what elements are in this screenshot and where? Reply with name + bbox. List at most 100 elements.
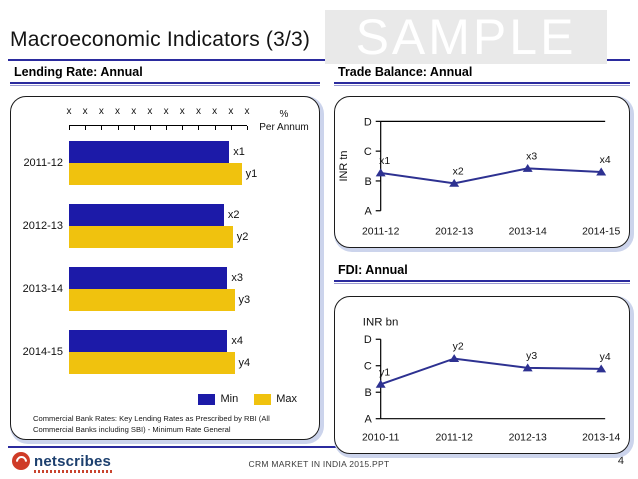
content-columns: Lending Rate: Annual x x x x x x x x x x x x% Per An… [10,64,630,454]
data-point-marker [596,167,607,176]
legend-item: Min [198,393,238,405]
axis-tick-label: x [179,106,185,117]
x-tick-label: 2012-13 [509,433,547,444]
page-title: Macroeconomic Indicators (3/3) [10,28,311,52]
bar-value-label: y4 [238,357,251,369]
right-charts-column: Trade Balance: Annual A B C D INR tn x1 2011-1… [334,64,630,454]
bar [69,352,235,374]
section-header-trade-balance: Trade Balance: Annual [334,64,630,86]
data-point-marker [375,168,386,177]
bar-value-label: x1 [233,146,245,158]
category-label: 2013-14 [22,283,63,295]
trade-balance-line-chart: A B C D INR tn x1 2011-12 x2 2012-13 x3 2013-14 x4 2… [338,116,621,238]
bar-row: y4 [69,352,250,374]
axis-tick-label: x [147,106,153,117]
axis-tick-mark [214,126,216,130]
axis-unit-line1: % [279,109,289,120]
axis-tick-label: x [115,106,121,117]
axis-tick-label: x [228,106,234,117]
bar-row: y3 [69,289,250,311]
data-point-label: y1 [379,367,390,378]
lending-rate-section: Lending Rate: Annual x x x x x x x x x x x x% Per An… [10,64,320,454]
footer-filename: CRM MARKET IN INDIA 2015.PPT [248,459,390,469]
bar [69,204,224,226]
sample-watermark: SAMPLE [325,10,607,64]
bar [69,141,230,163]
bar-row: x4 [69,330,250,352]
axis-tick-label: x [244,106,250,117]
legend-swatch [254,393,272,405]
axis-tick-mark [166,126,168,130]
data-point-label: x4 [600,155,611,166]
x-tick-label: 2013-14 [509,227,547,238]
y-axis-title: INR bn [363,316,399,328]
footer: netscribes CRM MARKET IN INDIA 2015.PPT … [10,450,628,478]
bar-value-label: y2 [236,231,249,243]
bar [69,226,233,248]
bar-row: x2 [69,204,248,226]
data-point-label: x3 [526,151,537,162]
lending-rate-bar-chart: x x x x x x x x x x x x% Per Annum 2011-12 x1 y1 2012-13… [17,105,313,435]
data-point-label: y4 [600,352,611,363]
axis-tick-mark [149,126,151,130]
y-tick-label: B [364,387,371,399]
bar-row: y2 [69,226,248,248]
axis-tick-mark [247,126,248,130]
x-tick-label: 2011-12 [362,227,400,238]
trade-balance-chart-panel: A B C D INR tn x1 2011-12 x2 2012-13 x3 2013-14 x4 2… [334,96,630,248]
bar [69,267,228,289]
bar-value-label: x2 [227,209,240,221]
axis-tick-label: x [163,106,169,117]
legend-item: Max [254,393,297,405]
axis-tick-mark [133,126,135,130]
bar-row: x3 [69,267,250,289]
axis-tick-label: x [66,106,72,117]
bar-rows: x1 y1 [69,141,257,185]
data-point-label: x2 [453,166,464,177]
y-axis-title: INR tn [338,151,350,182]
bar [69,163,242,185]
axis-tick-label: x [212,106,218,117]
axis-tick-mark [101,126,103,130]
title-divider-line [8,59,630,61]
legend-label: Min [220,393,239,405]
x-tick-label: 2012-13 [435,227,473,238]
bar-value-label: x4 [231,335,244,347]
y-tick-label: A [364,206,372,218]
netscribes-logo-text: netscribes [34,452,112,470]
axis-tick-mark [117,126,119,130]
y-tick-label: A [364,414,372,426]
bar-group: 2012-13 x2 y2 [17,204,313,248]
axis-unit-line2: Per Annum [259,121,309,133]
axis-tick-label: x [98,106,104,117]
data-point-label: y2 [453,342,464,353]
y-tick-label: D [364,334,372,346]
category-label: 2012-13 [22,220,63,232]
axis-tick-label: x [131,106,137,117]
data-point-marker [522,163,533,172]
axis-tick-mark [69,126,70,130]
series-line [380,357,602,386]
data-point-label: x1 [379,156,390,167]
netscribes-logo: netscribes [12,452,111,470]
bar-row: x1 [69,141,257,163]
data-point-label: y3 [526,351,537,362]
bar-rows: x4 y4 [69,330,250,374]
netscribes-logo-icon [12,452,30,470]
fdi-chart-panel: A B C D INR bn y1 2010-11 y2 2011-12 y3 2012-13 y4 2… [334,296,630,454]
y-tick-label: B [364,176,371,188]
bar [69,289,235,311]
category-label: 2011-12 [23,157,63,169]
section-header-lending-rate: Lending Rate: Annual [10,64,320,86]
netscribes-logo-tagline [34,470,112,473]
axis-line [69,125,247,126]
axis-tick-mark [85,126,87,130]
data-point-marker [596,364,607,373]
bar-value-label: y3 [238,294,251,306]
bar [69,330,228,352]
legend-swatch [198,393,216,405]
bar-group: 2014-15 x4 y4 [17,330,313,374]
data-point-marker [449,354,460,363]
legend-label: Max [276,393,297,405]
